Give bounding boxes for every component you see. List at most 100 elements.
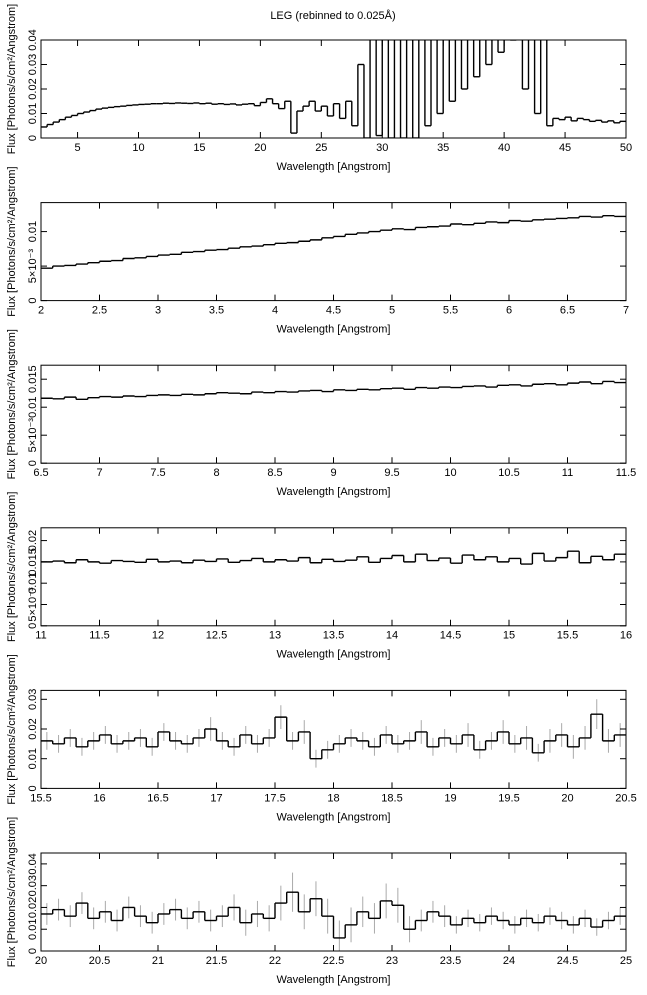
x-tick-label: 11.5 [616,467,637,479]
y-tick-label: 5×10⁻³ [27,587,39,622]
x-tick-label: 16.5 [147,792,168,804]
y-tick-label: 0.01 [27,748,39,769]
y-tick-label: 0.04 [27,29,39,50]
x-tick-label: 5.5 [443,305,458,317]
y-tick-label: 0.015 [27,548,39,576]
y-tick-label: 0.01 [27,572,39,593]
x-tick-label: 10 [132,142,144,154]
y-tick-label: 0.02 [27,897,39,918]
x-tick-label: 17 [210,792,222,804]
x-tick-label: 22.5 [323,955,344,967]
plot-frame [40,364,627,464]
y-axis-label: Flux [Photons/s/cm²/Angstrom] [6,492,18,642]
x-tick-label: 6.5 [560,305,575,317]
x-tick-label: 19.5 [498,792,519,804]
x-tick-label: 16 [620,630,632,642]
plot-3 [41,550,626,565]
x-tick-label: 5 [389,305,395,317]
x-tick-label: 19 [444,792,456,804]
y-axis-label: Flux [Photons/s/cm²/Angstrom] [6,4,18,154]
y-tick-label: 0 [27,948,39,954]
y-tick-label: 0.01 [27,103,39,124]
x-axis-label: Wavelength [Angstrom] [277,324,391,336]
y-tick-label: 0.04 [27,853,39,874]
x-tick-label: 18.5 [381,792,402,804]
plot-2 [41,380,626,401]
y-tick-label: 0 [27,298,39,304]
x-tick-label: 20.5 [615,792,636,804]
y-tick-label: 0.02 [27,530,39,551]
x-axis-label: Wavelength [Angstrom] [277,161,391,173]
x-tick-label: 4 [272,305,278,317]
x-tick-label: 4.5 [326,305,341,317]
y-tick-label: 0.02 [27,718,39,739]
x-tick-label: 25 [620,955,632,967]
y-tick-label: 0.015 [27,365,39,393]
x-tick-label: 24 [503,955,515,967]
x-tick-label: 7 [623,305,629,317]
plot-5 [41,872,626,951]
y-tick-label: 0.02 [27,78,39,99]
x-tick-label: 21.5 [206,955,227,967]
x-tick-label: 35 [437,142,449,154]
x-tick-label: 50 [620,142,632,154]
plot-frame [40,852,627,952]
plot-1 [41,215,626,269]
plot-frame [40,39,627,139]
x-tick-label: 3.5 [209,305,224,317]
x-tick-label: 17.5 [264,792,285,804]
x-tick-label: 15 [193,142,205,154]
y-tick-label: 0.03 [27,689,39,710]
y-axis-label: Flux [Photons/s/cm²/Angstrom] [6,817,18,967]
y-tick-label: 0 [27,460,39,466]
x-tick-label: 23 [386,955,398,967]
x-tick-label: 21 [152,955,164,967]
y-tick-label: 0 [27,785,39,791]
x-tick-label: 20.5 [89,955,110,967]
x-tick-label: 10.5 [498,467,519,479]
x-tick-label: 7.5 [150,467,165,479]
x-tick-label: 24.5 [557,955,578,967]
x-tick-label: 2 [38,305,44,317]
x-tick-label: 12.5 [206,630,227,642]
x-tick-label: 13.5 [323,630,344,642]
x-tick-label: 12 [152,630,164,642]
x-axis-label: Wavelength [Angstrom] [277,486,391,498]
x-tick-label: 25 [315,142,327,154]
plot-frame [40,527,627,627]
x-tick-label: 18 [327,792,339,804]
x-tick-label: 15 [503,630,515,642]
x-tick-label: 14.5 [440,630,461,642]
x-tick-label: 11 [35,630,46,642]
x-tick-label: 22 [269,955,281,967]
plot-4 [41,699,626,768]
y-tick-label: 0.01 [27,221,39,242]
x-tick-label: 20 [561,792,573,804]
y-axis-label: Flux [Photons/s/cm²/Angstrom] [6,329,18,479]
plot-0 [41,40,626,138]
y-tick-label: 0.01 [27,919,39,940]
x-tick-label: 30 [376,142,388,154]
x-tick-label: 23.5 [440,955,461,967]
x-tick-label: 14 [386,630,398,642]
y-axis-label: Flux [Photons/s/cm²/Angstrom] [6,654,18,804]
x-tick-label: 20 [35,955,47,967]
x-tick-label: 16 [93,792,105,804]
x-tick-label: 6 [506,305,512,317]
x-axis-label: Wavelength [Angstrom] [277,649,391,661]
y-tick-label: 0.03 [27,54,39,75]
x-axis-label: Wavelength [Angstrom] [277,974,391,986]
x-tick-label: 11.5 [89,630,110,642]
x-axis-label: Wavelength [Angstrom] [277,811,391,823]
x-tick-label: 15.5 [557,630,578,642]
x-tick-label: 9 [330,467,336,479]
x-tick-label: 11 [562,467,573,479]
x-tick-label: 6.5 [33,467,48,479]
y-axis-label: Flux [Photons/s/cm²/Angstrom] [6,166,18,316]
x-tick-label: 20 [254,142,266,154]
y-tick-label: 0.03 [27,875,39,896]
y-tick-label: 5×10⁻³ [27,418,39,453]
x-tick-label: 40 [498,142,510,154]
x-tick-label: 9.5 [384,467,399,479]
